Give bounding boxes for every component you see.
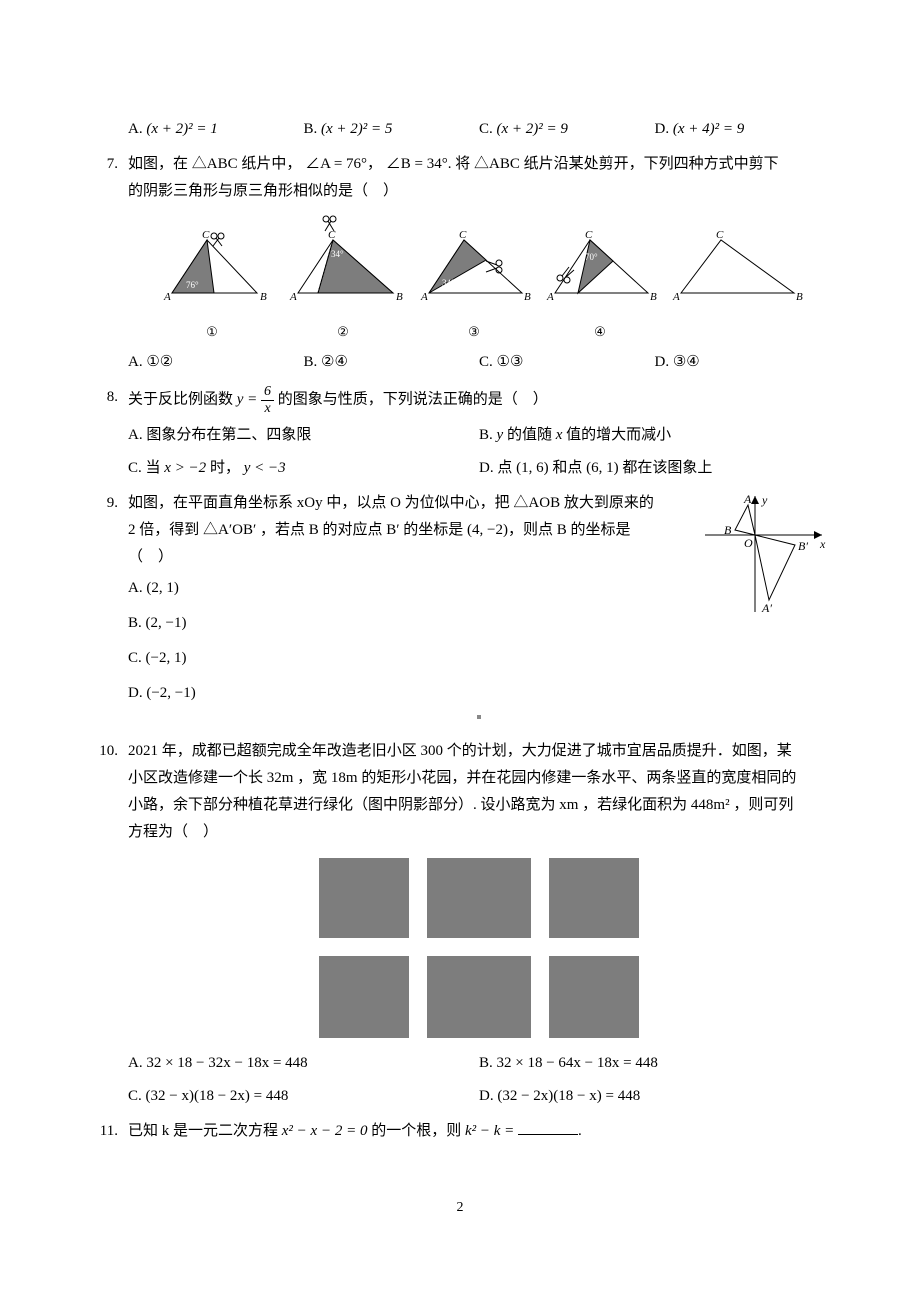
q11: 11. 已知 k 是一元二次方程 x² − x − 2 = 0 的一个根，则 k…	[90, 1118, 830, 1145]
q8-options-1: A. 图象分布在第二、四象限 B. y 的值随 x 值的增大而减小	[128, 422, 830, 449]
svg-text:A′: A′	[761, 601, 772, 615]
q6-opt-b[interactable]: B. (x + 2)² = 5	[304, 116, 480, 143]
q9-opt-c[interactable]: C. (−2, 1)	[128, 645, 830, 672]
q8-opt-d[interactable]: D. 点 (1, 6) 和点 (6, 1) 都在该图象上	[479, 455, 830, 482]
q6-d-text: (x + 4)² = 9	[673, 121, 744, 137]
q9-coord-fig: y x O B A B′ A′	[700, 490, 830, 620]
q9-num: 9.	[90, 490, 128, 517]
q7-fig-4-label: ④	[540, 320, 660, 343]
svg-text:B: B	[396, 291, 403, 303]
q8-num: 8.	[90, 384, 128, 411]
q7-opt-c[interactable]: C. ①③	[479, 349, 655, 376]
q6-opt-c[interactable]: C. (x + 2)² = 9	[479, 116, 655, 143]
q8-options-2: C. 当 x > −2 时， y < −3 D. 点 (1, 6) 和点 (6,…	[128, 455, 830, 482]
q10-text-2: 小区改造修建一个长 32m ，宽 18m 的矩形小花园，并在花园内修建一条水平、…	[128, 765, 830, 792]
svg-text:C: C	[585, 229, 593, 241]
svg-text:34°: 34°	[331, 249, 344, 259]
q7: 7. 如图，在 △ABC 纸片中， ∠A = 76°， ∠B = 34°. 将 …	[90, 151, 830, 376]
q6-options: A. (x + 2)² = 1 B. (x + 2)² = 5 C. (x + …	[128, 116, 830, 143]
q10-opt-b[interactable]: B. 32 × 18 − 64x − 18x = 448	[479, 1050, 830, 1077]
q7-num: 7.	[90, 151, 128, 178]
q7-fig-4: A B C 70° ④	[540, 228, 660, 343]
svg-text:76°: 76°	[186, 280, 199, 290]
triangle-plain-icon: A B C	[666, 228, 806, 308]
svg-text:A: A	[420, 291, 428, 303]
svg-text:B′: B′	[798, 539, 808, 553]
q8: 8. 关于反比例函数 y = 6x 的图象与性质，下列说法正确的是（ ） A. …	[90, 384, 830, 482]
svg-text:A: A	[743, 492, 752, 506]
q10-opt-a[interactable]: A. 32 × 18 − 32x − 18x = 448	[128, 1050, 479, 1077]
q7-fig-3-label: ③	[414, 320, 534, 343]
q7-figures: A B C 76° ①	[128, 213, 830, 343]
q7-options: A. ①② B. ②④ C. ①③ D. ③④	[128, 349, 830, 376]
svg-text:C: C	[716, 229, 724, 241]
garden-icon	[319, 858, 639, 1038]
q8-text: 关于反比例函数 y = 6x 的图象与性质，下列说法正确的是（ ）	[128, 384, 830, 416]
q6-options-row: A. (x + 2)² = 1 B. (x + 2)² = 5 C. (x + …	[90, 110, 830, 143]
svg-text:C: C	[202, 229, 210, 241]
svg-text:B: B	[724, 523, 732, 537]
q10-text-4: 方程为（ ）	[128, 819, 830, 846]
q11-blank[interactable]	[518, 1121, 578, 1135]
q10-options-2: C. (32 − x)(18 − 2x) = 448 D. (32 − 2x)(…	[128, 1083, 830, 1110]
q7-fig-1-label: ①	[152, 320, 272, 343]
q7-text-1: 如图，在 △ABC 纸片中， ∠A = 76°， ∠B = 34°. 将 △AB…	[128, 151, 830, 178]
q8-opt-b[interactable]: B. y 的值随 x 值的增大而减小	[479, 422, 830, 449]
q7-fig-2-label: ②	[278, 320, 408, 343]
q7-fig-plain: A B C	[666, 228, 806, 343]
q7-fig-2: A B C 34° ②	[278, 213, 408, 343]
svg-text:B: B	[650, 291, 657, 303]
svg-text:C: C	[328, 229, 336, 241]
q11-num: 11.	[90, 1118, 128, 1145]
triangle-fig-2-icon: A B C 34°	[278, 213, 408, 308]
svg-text:B: B	[524, 291, 531, 303]
q6-b-text: (x + 2)² = 5	[321, 121, 392, 137]
q8-opt-c[interactable]: C. 当 x > −2 时， y < −3	[128, 455, 479, 482]
svg-text:A: A	[672, 291, 680, 303]
q8-opt-a[interactable]: A. 图象分布在第二、四象限	[128, 422, 479, 449]
q10-text-3: 小路，余下部分种植花草进行绿化（图中阴影部分）. 设小路宽为 xm ，若绿化面积…	[128, 792, 830, 819]
q10-opt-d[interactable]: D. (32 − 2x)(18 − x) = 448	[479, 1083, 830, 1110]
svg-text:A: A	[163, 291, 171, 303]
q7-opt-a[interactable]: A. ①②	[128, 349, 304, 376]
q6-a-text: (x + 2)² = 1	[146, 121, 217, 137]
svg-text:B: B	[796, 291, 803, 303]
svg-text:y: y	[761, 493, 768, 507]
svg-text:A: A	[289, 291, 297, 303]
q10: 10. 2021 年，成都已超额完成全年改造老旧小区 300 个的计划，大力促进…	[90, 738, 830, 1110]
q10-opt-c[interactable]: C. (32 − x)(18 − 2x) = 448	[128, 1083, 479, 1110]
svg-text:C: C	[459, 229, 467, 241]
center-dot	[477, 715, 481, 719]
q6-c-text: (x + 2)² = 9	[497, 121, 568, 137]
q10-text-1: 2021 年，成都已超额完成全年改造老旧小区 300 个的计划，大力促进了城市宜…	[128, 738, 830, 765]
triangle-fig-4-icon: A B C 70°	[540, 228, 660, 308]
q7-fig-3: A B C 34° ③	[414, 228, 534, 343]
q10-figure	[128, 858, 830, 1038]
q7-text-2: 的阴影三角形与原三角形相似的是（ ）	[128, 178, 830, 205]
svg-text:x: x	[819, 537, 826, 551]
q7-opt-b[interactable]: B. ②④	[304, 349, 480, 376]
svg-text:A: A	[546, 291, 554, 303]
q10-options-1: A. 32 × 18 − 32x − 18x = 448 B. 32 × 18 …	[128, 1050, 830, 1077]
svg-text:34°: 34°	[442, 278, 455, 288]
q11-text: 已知 k 是一元二次方程 x² − x − 2 = 0 的一个根，则 k² − …	[128, 1118, 830, 1145]
q6-opt-d[interactable]: D. (x + 4)² = 9	[655, 116, 831, 143]
triangle-fig-1-icon: A B C 76°	[152, 228, 272, 308]
q7-opt-d[interactable]: D. ③④	[655, 349, 831, 376]
svg-text:70°: 70°	[585, 252, 598, 262]
q6-opt-a[interactable]: A. (x + 2)² = 1	[128, 116, 304, 143]
q10-num: 10.	[90, 738, 128, 765]
triangle-fig-3-icon: A B C 34°	[414, 228, 534, 308]
q9: 9. y x O B A B′ A′ 如图，在平面直角坐标系 xOy 中，以点 …	[90, 490, 830, 730]
svg-text:B: B	[260, 291, 267, 303]
page-number: 2	[90, 1195, 830, 1220]
svg-text:O: O	[744, 536, 753, 550]
q7-fig-1: A B C 76° ①	[152, 228, 272, 343]
